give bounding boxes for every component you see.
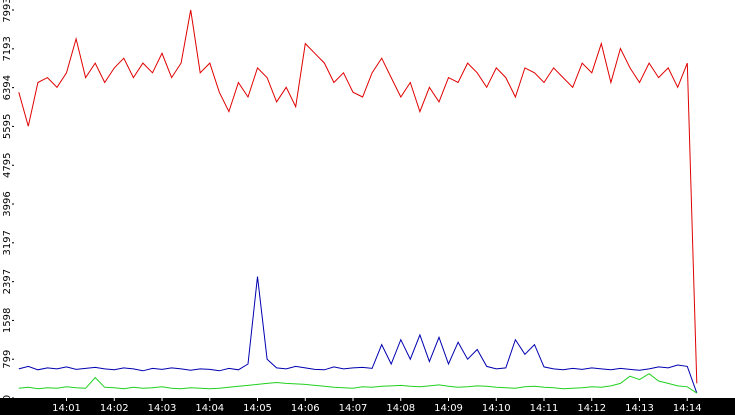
y-tick-label: 7993 xyxy=(2,0,13,23)
x-tick-label: 14:14 xyxy=(673,403,702,414)
x-tick-label: 14:04 xyxy=(195,403,224,414)
x-tick-label: 14:10 xyxy=(482,403,511,414)
x-tick-label: 14:08 xyxy=(386,403,415,414)
x-tick-label: 14:13 xyxy=(625,403,654,414)
x-tick-label: 14:06 xyxy=(291,403,320,414)
x-tick-label: 14:02 xyxy=(100,403,129,414)
y-tick-label: 3996 xyxy=(2,191,13,216)
y-tick-label: 4795 xyxy=(2,153,13,178)
x-axis-bar xyxy=(0,398,735,415)
y-tick-label: 7193 xyxy=(2,36,13,61)
x-tick-label: 14:11 xyxy=(530,403,559,414)
x-tick-label: 14:01 xyxy=(52,403,81,414)
y-tick-label: 2397 xyxy=(2,269,13,294)
y-tick-label: 1598 xyxy=(2,308,13,333)
series-line xyxy=(18,276,698,394)
y-tick-label: 3197 xyxy=(2,230,13,255)
x-tick-label: 14:05 xyxy=(243,403,272,414)
series-line xyxy=(18,373,698,394)
x-tick-label: 14:03 xyxy=(148,403,177,414)
series-line xyxy=(18,9,698,384)
y-tick-label: 0 xyxy=(2,395,13,401)
y-tick-label: 6394 xyxy=(2,75,13,100)
y-tick-label: 5595 xyxy=(2,114,13,139)
x-tick-label: 14:12 xyxy=(577,403,606,414)
x-tick-label: 14:07 xyxy=(339,403,368,414)
y-tick-label: 799 xyxy=(2,350,13,369)
x-tick-label: 14:09 xyxy=(434,403,463,414)
